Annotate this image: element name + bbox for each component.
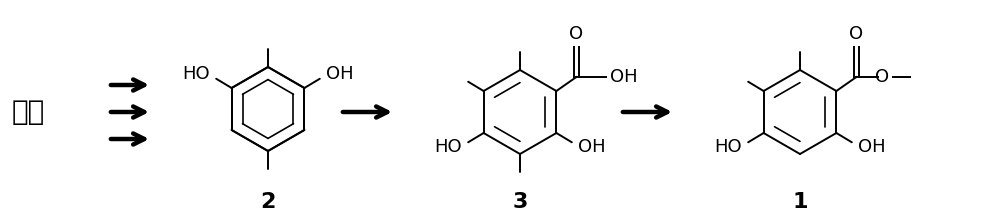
Text: HO: HO xyxy=(714,138,742,156)
Text: OH: OH xyxy=(610,68,638,86)
Text: OH: OH xyxy=(326,65,354,83)
Text: O: O xyxy=(849,25,863,43)
Text: 2: 2 xyxy=(260,192,276,212)
Text: 1: 1 xyxy=(792,192,808,212)
Text: OH: OH xyxy=(858,138,886,156)
Text: O: O xyxy=(569,25,583,43)
Text: OH: OH xyxy=(578,138,606,156)
Text: HO: HO xyxy=(182,65,210,83)
Text: HO: HO xyxy=(434,138,462,156)
Text: 原料: 原料 xyxy=(12,98,45,126)
Text: 3: 3 xyxy=(512,192,528,212)
Text: O: O xyxy=(875,68,889,86)
